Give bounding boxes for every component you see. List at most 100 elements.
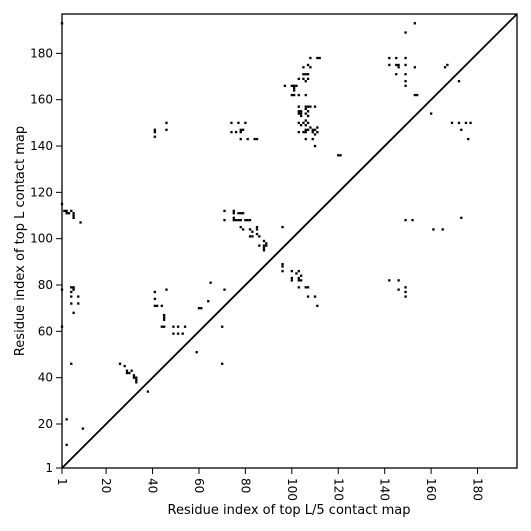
contact-point: [153, 135, 157, 138]
contact-point: [316, 56, 319, 60]
contact-point: [450, 121, 454, 125]
contact-point: [239, 130, 242, 134]
contact-point: [404, 84, 407, 87]
contact-point: [306, 77, 310, 81]
contact-point: [306, 286, 310, 289]
x-tick-label: 20: [99, 478, 113, 493]
contact-point: [232, 218, 235, 222]
contact-point: [302, 66, 305, 69]
contact-point: [70, 290, 73, 294]
contact-point: [297, 110, 300, 113]
contact-point: [77, 295, 80, 298]
contact-point: [160, 325, 163, 328]
contact-point: [311, 128, 314, 131]
contact-point: [156, 304, 159, 308]
contact-point: [248, 218, 252, 222]
contact-point: [230, 130, 233, 134]
contact-point: [248, 228, 252, 231]
contact-point: [309, 105, 312, 108]
contact-point: [60, 202, 64, 206]
contact-point: [241, 228, 245, 231]
contact-point: [118, 362, 122, 365]
contact-point: [306, 110, 310, 113]
contact-point: [397, 279, 400, 282]
contact-point: [125, 369, 129, 372]
contact-point: [221, 325, 224, 328]
contact-point: [397, 288, 400, 291]
contact-point: [123, 364, 126, 368]
contact-point: [460, 216, 463, 219]
contact-point: [299, 110, 303, 113]
y-axis-title: Residue index of top L contact map: [13, 126, 28, 356]
contact-point: [309, 56, 312, 60]
contact-point: [316, 304, 319, 308]
contact-point: [292, 89, 296, 92]
contact-point: [309, 126, 312, 129]
contact-point: [429, 112, 433, 115]
x-tick-label: 80: [238, 478, 252, 493]
contact-point: [234, 218, 238, 222]
contact-point: [153, 290, 157, 294]
contact-point: [283, 84, 287, 87]
contact-point: [457, 80, 461, 83]
contact-point: [304, 80, 307, 83]
contact-point: [297, 130, 300, 134]
contact-point: [306, 114, 310, 118]
contact-point: [404, 80, 407, 83]
contact-point: [281, 263, 284, 266]
contact-point: [255, 225, 259, 229]
contact-point: [255, 137, 259, 141]
contact-point: [302, 121, 305, 125]
contact-point: [248, 235, 252, 238]
contact-point: [183, 325, 187, 328]
contact-point: [306, 295, 310, 298]
contact-point: [404, 73, 407, 76]
contact-point: [162, 318, 166, 321]
contact-point: [460, 128, 463, 131]
contact-point: [388, 56, 391, 60]
contact-point: [232, 212, 235, 215]
contact-point: [72, 286, 75, 289]
contact-point: [221, 362, 224, 365]
contact-point: [244, 218, 247, 222]
contact-point: [241, 212, 245, 215]
x-tick-label: 120: [331, 478, 345, 501]
contact-point: [239, 212, 242, 215]
y-tick-label: 20: [38, 417, 53, 431]
contact-point: [60, 288, 64, 291]
contact-point: [70, 295, 73, 298]
contact-point: [72, 216, 75, 219]
contact-point: [176, 325, 180, 328]
contact-point: [262, 244, 266, 247]
contact-point: [237, 218, 240, 222]
contact-point: [441, 228, 444, 231]
contact-point: [290, 269, 293, 273]
contact-point: [262, 239, 266, 243]
contact-point: [339, 154, 342, 157]
contact-point: [313, 105, 317, 108]
contact-point: [72, 311, 75, 314]
contact-point: [388, 279, 391, 282]
contact-point: [67, 212, 71, 215]
contact-point: [297, 77, 300, 81]
contact-point: [146, 390, 150, 393]
contact-point: [165, 288, 168, 291]
contact-point: [162, 313, 166, 317]
contact-point: [239, 128, 242, 131]
contact-point: [65, 418, 68, 421]
contact-point: [230, 121, 233, 125]
contact-point: [132, 376, 136, 379]
contact-point: [311, 130, 314, 134]
contact-point: [195, 351, 198, 354]
contact-point: [223, 288, 226, 291]
contact-point: [292, 84, 296, 87]
y-tick-label: 180: [30, 46, 53, 60]
contact-point: [255, 228, 259, 231]
contact-point: [467, 137, 470, 141]
contact-points: [60, 22, 472, 446]
contact-point: [304, 112, 307, 115]
contact-point: [253, 137, 256, 141]
contact-point: [297, 279, 300, 282]
contact-point: [395, 73, 398, 76]
